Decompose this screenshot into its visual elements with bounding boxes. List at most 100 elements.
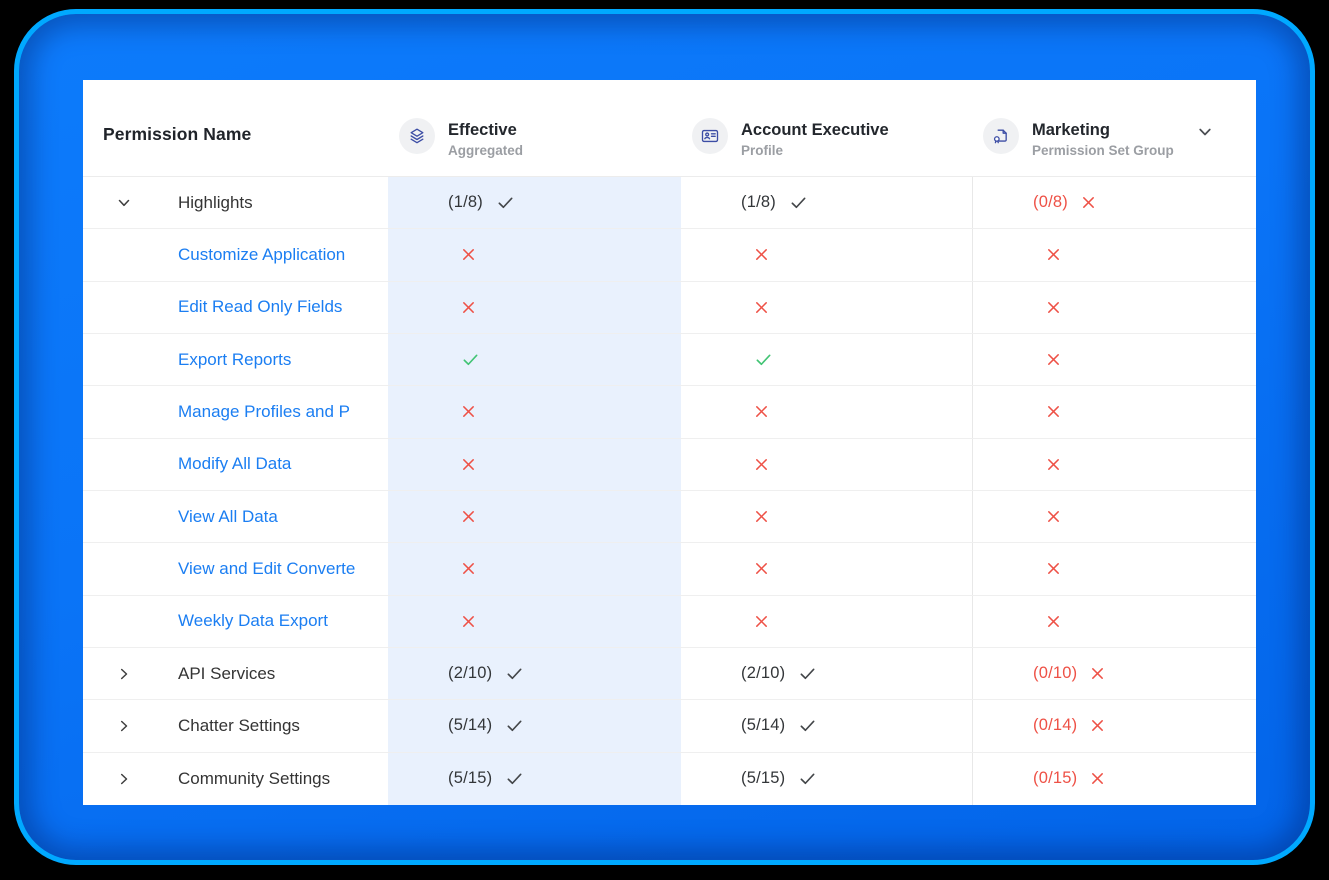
cross-icon [461,614,476,629]
permission-link[interactable]: Customize Application [178,244,346,264]
permission-count: (2/10) [448,664,493,683]
account-executive-value-cell [681,334,972,385]
permission-name-cell: Highlights [83,177,388,228]
expand-group-chevron-icon[interactable] [116,666,132,682]
account-executive-value-cell: (5/14) [681,700,972,751]
cross-icon [1046,561,1061,576]
marketing-value-cell [972,281,1256,333]
cross-icon [1090,718,1105,733]
table-row: Manage Profiles and P [83,386,1256,439]
table-row: View All Data [83,490,1256,544]
account-executive-column-subtitle: Profile [741,142,784,158]
expand-group-chevron-icon[interactable] [116,718,132,734]
cross-icon [461,457,476,472]
contact-card-icon [692,118,728,154]
cross-icon [754,300,769,315]
account-executive-value-cell [681,543,972,594]
cross-icon [1046,509,1061,524]
marketing-value-cell [972,229,1256,281]
table-header: Permission Name Effective Aggregated [83,80,1256,177]
cross-icon [754,509,769,524]
app-frame: Permission Name Effective Aggregated [14,9,1315,865]
table-body: Highlights (1/8) (1/8) (0/8) Customize A… [83,177,1256,805]
permission-count: (5/14) [741,716,786,735]
column-header-marketing: Marketing Permission Set Group [972,80,1256,176]
marketing-value-cell: (0/14) [972,700,1256,752]
permission-link[interactable]: Weekly Data Export [178,611,328,631]
cross-icon [1046,457,1061,472]
check-icon [798,716,817,735]
marketing-value-cell [972,595,1256,647]
account-executive-value-cell [681,229,972,280]
cross-icon [461,509,476,524]
column-header-effective: Effective Aggregated [388,80,681,176]
permission-link[interactable]: Modify All Data [178,454,292,474]
chevron-down-icon[interactable] [1196,123,1214,146]
permission-link[interactable]: Manage Profiles and P [178,401,350,421]
permission-name-cell: Customize Application [83,229,388,280]
marketing-column-title: Marketing [1032,121,1110,139]
permission-link[interactable]: View and Edit Converte [178,558,356,578]
permission-name-cell: Modify All Data [83,439,388,490]
cross-icon [1046,614,1061,629]
table-row: Community Settings (5/15) (5/15) (0/15) [83,752,1256,805]
account-executive-value-cell [681,439,972,490]
expand-group-chevron-icon[interactable] [116,771,132,787]
marketing-value-cell [972,333,1256,386]
effective-value-cell: (5/14) [388,700,681,752]
column-header-account-executive: Account Executive Profile [681,80,972,176]
table-row: Export Reports [83,333,1256,387]
cross-icon [754,404,769,419]
table-row: Weekly Data Export [83,595,1256,648]
effective-value-cell [388,543,681,595]
permission-count: (1/8) [448,193,483,212]
cross-icon [754,247,769,262]
effective-column-subtitle: Aggregated [448,142,524,158]
cross-icon [1046,300,1061,315]
marketing-value-cell [972,386,1256,438]
account-executive-value-cell [681,282,972,333]
cross-icon [461,561,476,576]
cross-icon [754,561,769,576]
collapse-group-chevron-icon[interactable] [116,195,132,211]
table-row: Chatter Settings (5/14) (5/14) (0/14) [83,700,1256,753]
permission-name-cell: View All Data [83,491,388,542]
effective-value-cell [388,281,681,333]
permission-count: (0/14) [1033,716,1078,735]
permission-link[interactable]: Export Reports [178,349,292,369]
permission-name-cell: Edit Read Only Fields [83,282,388,333]
effective-value-cell: (1/8) [388,177,681,229]
permission-group-name: Community Settings [178,768,331,788]
table-row: Modify All Data [83,438,1256,491]
account-executive-value-cell: (2/10) [681,648,972,699]
check-icon [505,769,524,788]
table-row: View and Edit Converte [83,543,1256,596]
permission-name-cell: Community Settings [83,753,388,805]
account-executive-column-title: Account Executive [741,121,889,139]
account-executive-value-cell [681,491,972,542]
permission-name-cell: Manage Profiles and P [83,386,388,437]
permission-count: (0/8) [1033,193,1068,212]
cross-icon [1090,771,1105,786]
effective-value-cell [388,386,681,438]
account-executive-value-cell [681,386,972,437]
permission-link[interactable]: View All Data [178,506,278,526]
marketing-value-cell [972,438,1256,490]
table-row: Highlights (1/8) (1/8) (0/8) [83,177,1256,230]
permission-count: (2/10) [741,664,786,683]
cross-icon [1046,352,1061,367]
permission-link[interactable]: Edit Read Only Fields [178,297,343,317]
permissions-comparison-card: Permission Name Effective Aggregated [83,80,1256,805]
effective-value-cell [388,229,681,281]
cross-icon [1090,666,1105,681]
cross-icon [1081,195,1096,210]
permission-count: (0/15) [1033,769,1078,788]
permission-group-name: Highlights [178,192,253,212]
effective-value-cell [388,333,681,386]
check-icon [754,350,773,369]
marketing-value-cell: (0/8) [972,177,1256,229]
check-icon [798,664,817,683]
marketing-value-cell [972,543,1256,595]
check-icon [789,193,808,212]
permission-name-cell: View and Edit Converte [83,543,388,594]
